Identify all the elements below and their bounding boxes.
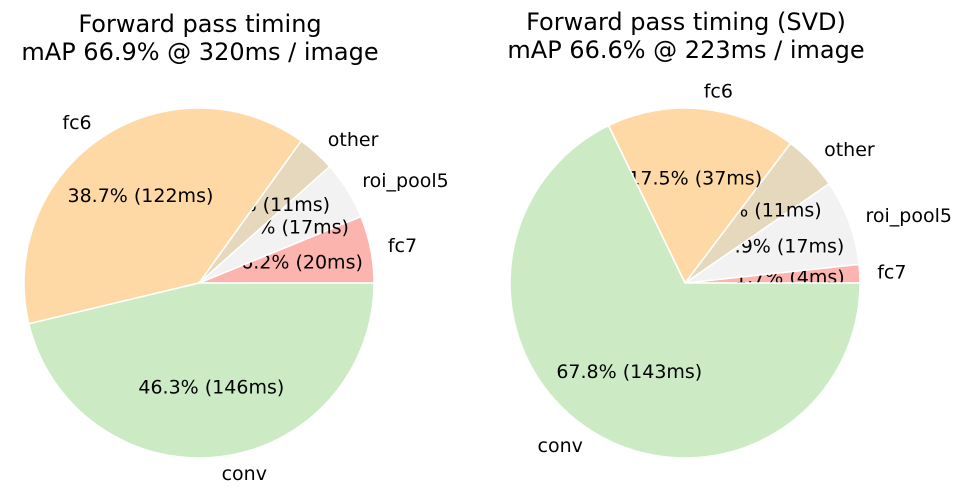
slice-label-fc7: fc7 xyxy=(388,235,417,257)
slice-label-other: other xyxy=(328,129,379,151)
chart-2-title: Forward pass timing (SVD) mAP 66.6% @ 22… xyxy=(486,8,886,64)
slice-label-roi_pool5: roi_pool5 xyxy=(865,205,951,227)
pie-slice-conv xyxy=(27,282,375,459)
pie-slice-conv xyxy=(509,124,861,459)
pie-slice-fc6 xyxy=(607,107,792,285)
chart-2-subtitle: mAP 66.6% @ 223ms / image xyxy=(507,36,865,64)
slice-value-fc7: 6.2% (20ms) xyxy=(241,252,363,274)
chart-2-title-line: Forward pass timing (SVD) xyxy=(526,8,846,36)
pie-slice-fc6 xyxy=(23,107,303,325)
slice-value-conv: 46.3% (146ms) xyxy=(138,376,284,398)
slice-label-fc6: fc6 xyxy=(704,80,733,102)
slice-label-conv: conv xyxy=(538,435,583,457)
slice-label-conv: conv xyxy=(222,463,267,485)
chart-1-title-line: Forward pass timing xyxy=(78,10,322,38)
slice-value-fc6: 38.7% (122ms) xyxy=(67,185,213,207)
slice-label-fc6: fc6 xyxy=(62,112,91,134)
chart-1-title: Forward pass timing mAP 66.9% @ 320ms / … xyxy=(0,10,400,66)
slice-label-other: other xyxy=(824,139,875,161)
slice-value-conv: 67.8% (143ms) xyxy=(556,361,702,383)
slice-label-fc7: fc7 xyxy=(877,262,906,284)
slice-label-roi_pool5: roi_pool5 xyxy=(362,170,448,192)
chart-1-subtitle: mAP 66.9% @ 320ms / image xyxy=(21,38,379,66)
slice-value-roi_pool5: 7.9% (17ms) xyxy=(723,236,845,258)
slice-value-fc6: 17.5% (37ms) xyxy=(628,167,762,189)
